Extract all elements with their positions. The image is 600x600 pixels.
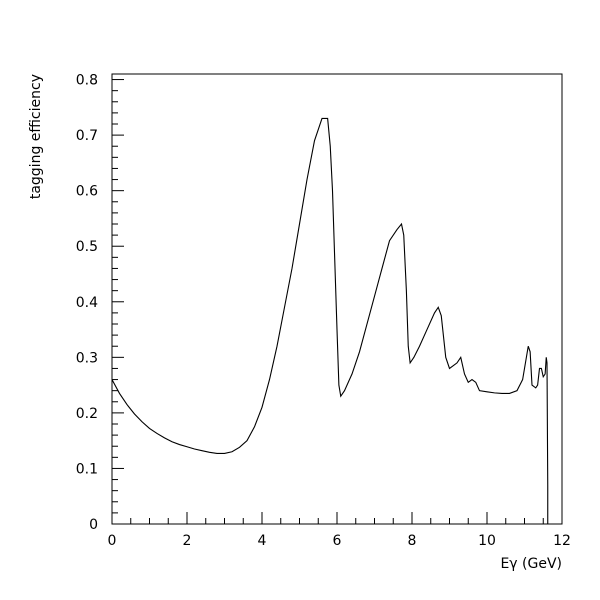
y-tick-label: 0.5	[76, 239, 98, 255]
x-tick-label: 6	[333, 533, 342, 549]
plot-frame	[111, 73, 563, 525]
series-line	[111, 117, 549, 524]
y-tick-label: 0.4	[76, 295, 98, 311]
y-tick-label: 0.3	[76, 350, 98, 366]
x-tick-label: 12	[553, 533, 571, 549]
y-axis-label: tagging efficiency	[28, 74, 44, 199]
y-tick-label: 0.6	[76, 184, 98, 200]
y-tick-label: 0.8	[76, 73, 98, 89]
x-tick-label: 8	[408, 533, 417, 549]
x-tick-label: 4	[258, 533, 267, 549]
y-tick-label: 0.2	[76, 406, 98, 422]
axis-ticks	[111, 79, 563, 525]
x-tick-label: 2	[183, 533, 192, 549]
axis-tick-labels: 0 2 4 6 8 10 12 0 0.1 0.2 0.3 0.4 0.5 0.6 0.7 0.8	[76, 73, 571, 549]
x-tick-label: 0	[108, 533, 117, 549]
x-tick-label: 10	[478, 533, 496, 549]
y-tick-label: 0	[89, 517, 98, 533]
x-axis-label: Eγ (GeV)	[500, 556, 562, 572]
y-tick-label: 0.7	[76, 128, 98, 144]
y-tick-label: 0.1	[76, 461, 98, 477]
